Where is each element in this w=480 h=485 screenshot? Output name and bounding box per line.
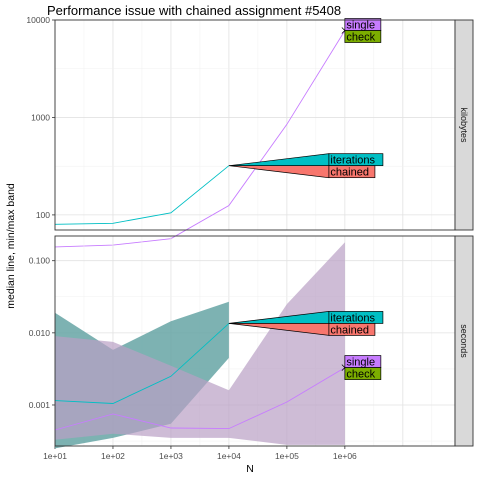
label-box-chained (328, 323, 376, 336)
median-line-single (54, 30, 346, 248)
y-tick-label: 1000 (31, 112, 50, 122)
x-axis-label: N (246, 463, 254, 475)
x-tick-label: 1e+01 (43, 451, 67, 461)
facet-strip-kilobytes (454, 19, 474, 231)
label-box-check (344, 367, 382, 380)
y-axis-label: median line, min/max band (5, 183, 17, 309)
y-tick-label: 100 (36, 210, 50, 220)
label-chained: chained (330, 324, 369, 336)
label-check: check (346, 369, 375, 381)
facet-strip-label: kilobytes (459, 107, 469, 143)
x-tick-label: 1e+04 (217, 451, 241, 461)
y-tick-label: 0.001 (29, 400, 51, 410)
x-tick-label: 1e+05 (275, 451, 299, 461)
median-line-iterations (54, 323, 230, 404)
label-iterations: iterations (330, 312, 375, 324)
label-single: single (346, 357, 375, 369)
label-leader-check (341, 364, 346, 368)
facet-strip-seconds (454, 235, 474, 447)
x-tick-label: 1e+06 (333, 451, 357, 461)
band-single (55, 242, 345, 445)
label-iterations: iterations (330, 155, 375, 167)
facet-strip-label: seconds (459, 324, 469, 358)
x-tick-label: 1e+02 (101, 451, 125, 461)
median-line-iterations (54, 165, 230, 225)
label-check: check (346, 32, 375, 44)
plot-layer: 1e+01 1e+02 1e+03 1e+04 1e+05 1e+06singlechec… (26, 15, 474, 461)
label-leader-single (341, 30, 346, 34)
label-box-check (344, 30, 382, 43)
label-leader-single (341, 367, 346, 371)
label-chained: chained (330, 167, 369, 179)
label-single: single (346, 20, 375, 32)
y-tick-label: 0.100 (29, 256, 51, 266)
y-tick-label: 10000 (26, 15, 50, 25)
median-line-single (54, 367, 346, 431)
chart-title: Performance issue with chained assignmen… (47, 3, 341, 18)
label-box-chained (328, 165, 376, 179)
x-tick-label: 1e+03 (159, 451, 183, 461)
y-tick-label: 0.010 (29, 328, 51, 338)
label-leader-check (341, 27, 346, 31)
